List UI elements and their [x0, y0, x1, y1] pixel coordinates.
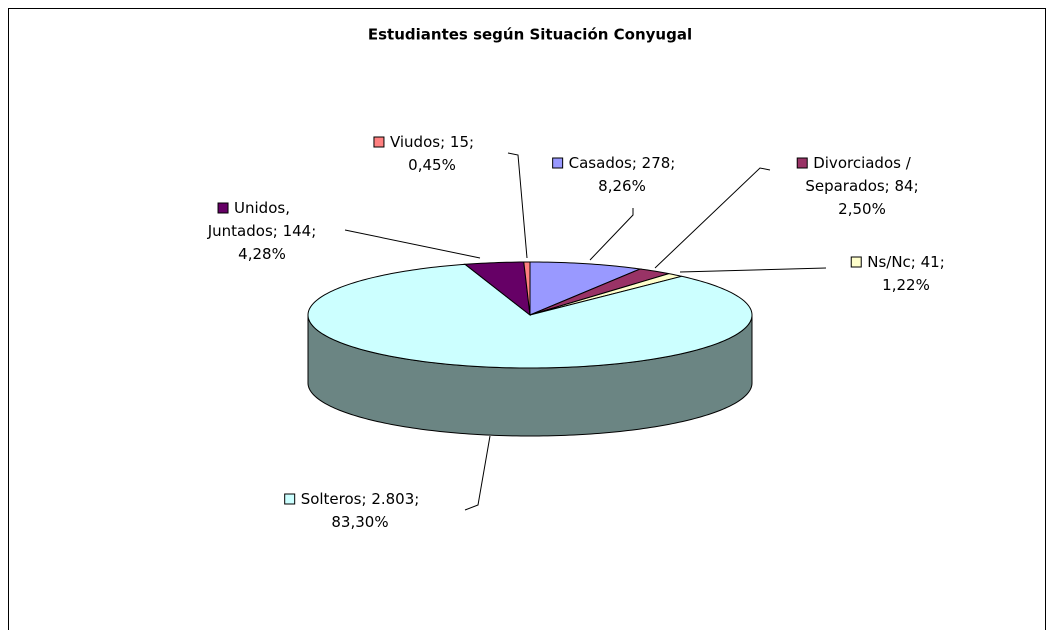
data-label: Unidos, Juntados; 144; 4,28%: [207, 199, 317, 263]
legend-key: [217, 202, 229, 214]
leader-line: [507, 152, 528, 259]
legend-key: [373, 136, 385, 148]
leader-line: [679, 267, 827, 273]
legend-key: [850, 256, 862, 268]
pie-slice: [523, 261, 531, 316]
data-label: Casados; 278; 8,26%: [569, 154, 676, 195]
pie-slice: [463, 261, 531, 317]
legend-key: [796, 157, 808, 169]
leader-line: [464, 435, 491, 511]
data-label: Ns/Nc; 41; 1,22%: [867, 253, 945, 294]
data-labels: Casados; 278; 8,26% Divorciados / Separados…: [207, 133, 945, 531]
leader-lines: [344, 152, 827, 511]
pie-slice: [529, 268, 670, 316]
data-label: Divorciados / Separados; 84; 2,50%: [805, 154, 918, 218]
data-label: Solteros; 2.803; 83,30%: [301, 490, 420, 531]
legend-key: [552, 157, 564, 169]
pie-slice: [307, 263, 753, 369]
leader-line: [654, 167, 771, 269]
leader-line: [589, 208, 634, 261]
pie: [307, 261, 753, 437]
data-label: Viudos; 15; 0,45%: [390, 133, 474, 174]
pie-slice: [529, 261, 643, 316]
legend-key: [284, 493, 296, 505]
leader-line: [344, 229, 481, 259]
chart-title: Estudiantes según Situación Conyugal: [368, 26, 692, 44]
